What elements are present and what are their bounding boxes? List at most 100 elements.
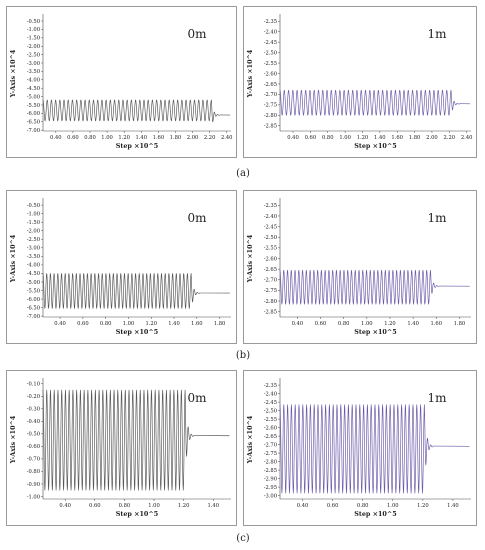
panel-caption-b: (b) — [236, 350, 250, 361]
x-tick-label: 0.80 — [119, 503, 131, 509]
x-tick-label: 1.00 — [148, 503, 160, 509]
y-tick-label: -2.50 — [264, 50, 277, 56]
y-axis-title: Y-Axis ×10^4 — [246, 234, 254, 283]
x-tick-label: 1.80 — [214, 321, 226, 327]
y-axis-title: Y-Axis ×10^4 — [9, 49, 17, 98]
y-tick-label: -6.00 — [27, 297, 40, 303]
y-tick-label: -1.00 — [27, 494, 40, 500]
x-tick-label: 1.20 — [357, 135, 369, 141]
x-tick-label: 1.60 — [153, 135, 165, 141]
y-tick-label: -2.80 — [264, 459, 277, 465]
y-tick-label: -0.40 — [27, 419, 40, 425]
x-tick-label: 0.60 — [327, 503, 339, 509]
chart-frame — [6, 6, 237, 158]
chart-panel: -0.50 -1.00 -1.50 -2.00 -2.50 -3.00 -3.50 -4.00… — [6, 6, 237, 158]
depth-label: 0m — [187, 211, 207, 225]
y-tick-label: -2.35 — [264, 203, 277, 209]
y-tick-label: -2.75 — [264, 451, 277, 457]
chart-panel: -2.35 -2.40 -2.45 -2.50 -2.55 -2.60 -2.65 -2.70… — [243, 6, 477, 158]
y-tick-label: -0.90 — [27, 482, 40, 488]
y-tick-label: -2.70 — [264, 92, 277, 98]
x-tick-label: 0.40 — [54, 321, 66, 327]
x-tick-label: 0.40 — [297, 503, 309, 509]
depth-label: 1m — [427, 27, 447, 41]
y-tick-label: -1.00 — [27, 27, 40, 33]
x-tick-label: 1.60 — [191, 321, 203, 327]
y-tick-label: -4.50 — [27, 271, 40, 277]
x-tick-label: 0.80 — [100, 321, 112, 327]
y-tick-label: -0.70 — [27, 457, 40, 463]
y-tick-label: -0.80 — [27, 469, 40, 475]
y-tick-label: -2.65 — [264, 434, 277, 440]
x-tick-label: 1.20 — [178, 503, 190, 509]
y-tick-label: -2.65 — [264, 267, 277, 273]
y-tick-label: -2.70 — [264, 278, 277, 284]
depth-label: 0m — [187, 391, 207, 405]
y-tick-label: -2.55 — [264, 417, 277, 423]
x-tick-label: 1.60 — [430, 321, 442, 327]
y-tick-label: -2.55 — [264, 61, 277, 67]
series-line — [279, 269, 470, 305]
chart-panel: -2.35 -2.40 -2.45 -2.50 -2.55 -2.60 -2.65 -2.70… — [243, 190, 477, 344]
chart-grid: -0.50 -1.00 -1.50 -2.00 -2.50 -3.00 -3.50 -4.00… — [6, 6, 477, 526]
y-tick-label: -2.85 — [264, 468, 277, 474]
panel-caption-a: (a) — [236, 168, 250, 179]
y-tick-label: -2.50 — [27, 52, 40, 58]
y-tick-label: -2.45 — [264, 224, 277, 230]
x-tick-label: 1.40 — [407, 321, 419, 327]
y-tick-label: -2.35 — [264, 383, 277, 389]
panel-caption-c: (c) — [236, 533, 250, 544]
y-tick-label: -5.50 — [27, 288, 40, 294]
chart-frame — [6, 190, 237, 344]
y-tick-label: -1.50 — [27, 220, 40, 226]
x-tick-label: 1.20 — [145, 321, 157, 327]
x-tick-label: 1.40 — [168, 321, 180, 327]
y-tick-label: -0.50 — [27, 432, 40, 438]
x-tick-label: 0.60 — [305, 135, 317, 141]
y-axis-title: Y-Axis ×10^4 — [246, 49, 254, 98]
y-tick-label: -2.75 — [264, 288, 277, 294]
chart-frame — [243, 190, 477, 344]
x-tick-label: 0.40 — [50, 135, 62, 141]
y-tick-label: -2.65 — [264, 82, 277, 88]
y-tick-label: -2.40 — [264, 391, 277, 397]
x-tick-label: 1.40 — [374, 135, 386, 141]
y-tick-label: -1.50 — [27, 36, 40, 42]
y-tick-label: -5.50 — [27, 103, 40, 109]
y-tick-label: -3.50 — [27, 69, 40, 75]
x-tick-label: 1.00 — [123, 321, 135, 327]
x-tick-label: 1.00 — [339, 135, 351, 141]
y-tick-label: -2.00 — [27, 229, 40, 235]
chart-frame — [243, 6, 477, 158]
y-tick-label: -2.55 — [264, 246, 277, 252]
y-tick-label: -4.50 — [27, 86, 40, 92]
y-tick-label: -2.60 — [264, 425, 277, 431]
x-axis-title: Step ×10^5 — [354, 328, 396, 336]
x-tick-label: 2.40 — [221, 135, 233, 141]
x-tick-label: 1.80 — [409, 135, 421, 141]
y-tick-label: -2.75 — [264, 103, 277, 109]
x-axis-title: Step ×10^5 — [116, 328, 158, 336]
x-axis-title: Step ×10^5 — [116, 142, 158, 150]
y-tick-label: -2.85 — [264, 124, 277, 130]
y-tick-label: -2.50 — [264, 408, 277, 414]
x-tick-label: 0.40 — [287, 135, 299, 141]
chart-frame — [243, 370, 477, 526]
x-tick-label: 2.00 — [187, 135, 199, 141]
x-tick-label: 1.00 — [101, 135, 113, 141]
y-tick-label: -4.00 — [27, 78, 40, 84]
y-tick-label: -5.00 — [27, 280, 40, 286]
x-tick-label: 0.80 — [84, 135, 96, 141]
x-tick-label: 1.80 — [170, 135, 182, 141]
x-tick-label: 0.60 — [77, 321, 89, 327]
x-tick-label: 0.60 — [67, 135, 79, 141]
y-tick-label: -2.80 — [264, 299, 277, 305]
x-tick-label: 1.00 — [387, 503, 399, 509]
y-axis-title: Y-Axis ×10^4 — [9, 415, 17, 464]
x-tick-label: 1.40 — [447, 503, 459, 509]
y-tick-label: -3.50 — [27, 254, 40, 260]
depth-label: 1m — [427, 211, 447, 225]
x-tick-label: 1.00 — [361, 321, 373, 327]
x-tick-label: 0.40 — [59, 503, 71, 509]
